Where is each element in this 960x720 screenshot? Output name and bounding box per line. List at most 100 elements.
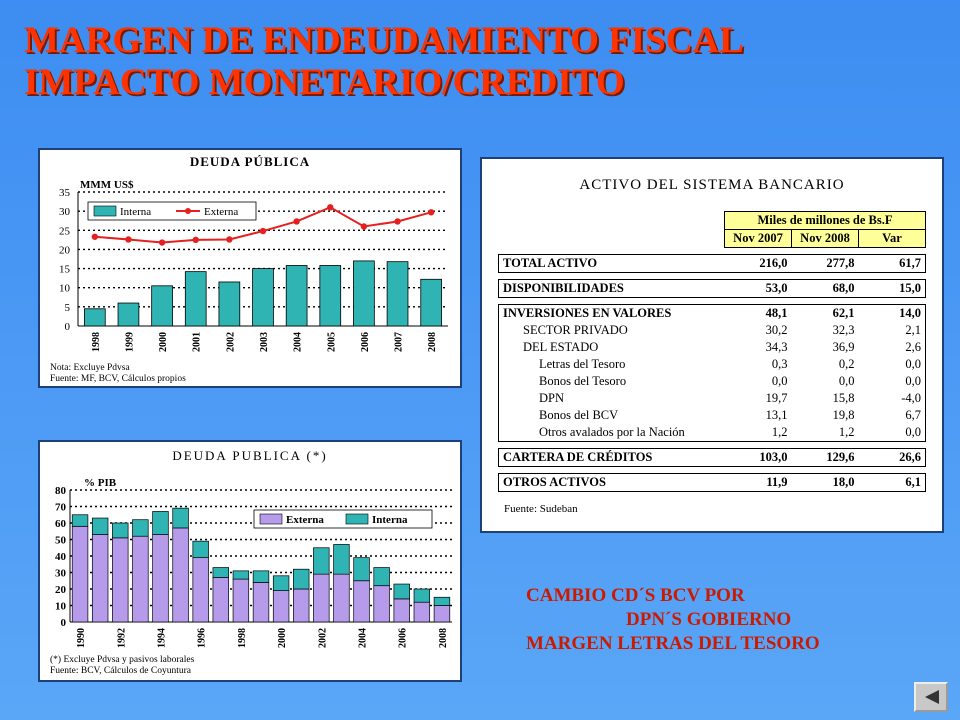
table-row-label: OTROS ACTIVOS: [498, 472, 725, 492]
table-row: DEL ESTADO 34,3 36,9 2,6: [498, 338, 926, 356]
chart2-bar-interna: [212, 567, 229, 578]
table-cell-value: 26,6: [858, 447, 926, 467]
table-column-header: Nov 2007: [724, 229, 792, 248]
table-cell-value: 277,8: [791, 253, 859, 273]
chart1-xtick: 1998: [91, 332, 102, 352]
table-row-label: Otros avalados por la Nación: [498, 423, 725, 442]
chart1-bar: [218, 281, 241, 327]
chart2-xtick: 2006: [398, 628, 409, 648]
activo-bancario-panel: ACTIVO DEL SISTEMA BANCARIO Miles de mil…: [480, 157, 944, 533]
chart1-bar: [319, 265, 342, 327]
note-line1: CAMBIO CD´S BCV POR: [526, 585, 745, 606]
note-line2: DPN´S GOBIERNO: [626, 609, 792, 630]
table-cell-value: 0,0: [838, 373, 855, 388]
chart2-bar-externa: [132, 535, 149, 623]
table-row-label: Bonos del Tesoro: [498, 372, 725, 390]
table-cell-value: 32,3: [832, 322, 855, 337]
table-row: SECTOR PRIVADO 30,2 32,3 2,1: [498, 321, 926, 339]
slide-title: MARGEN DE ENDEUDAMIENTO FISCAL IMPACTO M…: [24, 20, 744, 104]
chart2-bar-interna: [112, 522, 129, 539]
slide-title-line1: MARGEN DE ENDEUDAMIENTO FISCAL: [24, 20, 744, 61]
chart1-point: [259, 227, 267, 235]
chart1-xtick: 2004: [293, 332, 304, 352]
chart1-point: [91, 233, 99, 240]
chart2-legend-box: [253, 509, 433, 529]
chart2-bar-externa: [172, 527, 189, 623]
chart2-legend-swatch-interna: [345, 513, 369, 525]
chart1-ytick: 0: [65, 321, 71, 333]
chart2-bar-externa: [232, 578, 250, 623]
chart1-point: [427, 209, 435, 216]
chart1-bar: [420, 278, 443, 327]
chart2-bar-interna: [393, 583, 410, 600]
bank-table-title: ACTIVO DEL SISTEMA BANCARIO: [579, 177, 845, 193]
chart2-xtick: 2004: [358, 628, 369, 648]
chart1-ytick: 25: [59, 225, 71, 237]
table-row-label: TOTAL ACTIVO: [498, 253, 725, 273]
chart2-bar-externa: [333, 573, 350, 623]
table-gap-row: [499, 441, 926, 448]
table-row-label: DEL ESTADO: [498, 338, 725, 356]
chart2-bar-interna: [71, 514, 89, 527]
chart1-legend-label-externa: Externa: [204, 206, 238, 218]
chart2-xtick: 1994: [156, 628, 167, 648]
table-cell-value: 0,3: [771, 356, 788, 371]
chart2-bar-externa: [71, 525, 89, 623]
chart1-ytick: 15: [59, 264, 71, 276]
table-row-label: Bonos del BCV: [498, 406, 725, 424]
chart2-legend-swatch-externa: [259, 513, 283, 525]
table-header-group-row: Miles de millones de Bs.F: [499, 211, 926, 230]
chart2-bar-externa: [413, 601, 431, 623]
chart1-xtick: 2008: [427, 332, 438, 352]
table-row: Bonos del BCV 13,1 19,8 6,7: [498, 406, 926, 424]
previous-slide-button[interactable]: [914, 682, 948, 712]
chart1-footnote1: Nota: Excluye Pdvsa: [50, 363, 130, 373]
chart2-bar-interna: [232, 570, 250, 580]
table-row: Otros avalados por la Nación 1,2 1,2 0,0: [498, 423, 926, 442]
chart1-footnote2: Fuente: MF, BCV, Cálculos propios: [50, 374, 186, 384]
chart2-ytick: 70: [55, 502, 67, 514]
chart2-bar-interna: [413, 588, 431, 603]
table-cell-value: 0,0: [858, 355, 926, 373]
slide-note: CAMBIO CD´S BCV POR DPN´S GOBIERNO MARGE…: [526, 584, 820, 656]
table-row: DPN 19,7 15,8 -4,0: [498, 389, 926, 407]
table-row: Bonos del Tesoro 0,0 0,0 0,0: [498, 372, 926, 390]
bank-table-source: Fuente: Sudeban: [504, 503, 578, 515]
chart1-xtick: 2000: [158, 332, 169, 352]
chart1-xtick: 2006: [360, 332, 371, 352]
table-cell-value: 129,6: [791, 447, 859, 467]
table-gap-row: [499, 297, 926, 304]
deuda-publica-chart: DEUDA PÚBLICA MMM US$ 0 5 10 15 20 25 30 35 1998 19…: [50, 154, 448, 384]
chart1-xtick: 2003: [259, 332, 270, 352]
table-gap-row: [499, 491, 926, 498]
table-row-label: Letras del Tesoro: [498, 355, 725, 373]
table-header-group: Miles de millones de Bs.F: [724, 211, 926, 230]
chart2-footnote1: (*) Excluye Pdvsa y pasivos laborales: [50, 654, 195, 665]
chart2-bar-interna: [132, 519, 149, 537]
chart2-ytick: 20: [55, 584, 67, 596]
table-column-header: Nov 2008: [791, 229, 859, 248]
chart1-point: [394, 218, 401, 225]
table-cell-value: -4,0: [858, 389, 926, 407]
chart2-ytick: 10: [55, 601, 67, 613]
chart1-xtick: 1999: [124, 332, 135, 352]
table-cell-value: 30,2: [765, 322, 788, 337]
chart2-bar-externa: [433, 605, 451, 623]
chart2-bar-externa: [293, 588, 310, 623]
table-row-label: CARTERA DE CRÉDITOS: [498, 447, 725, 467]
table-cell-value: 216,0: [724, 253, 792, 273]
table-cell-value: 19,7: [765, 390, 788, 405]
chart2-bar-externa: [152, 534, 169, 623]
chart1-bar: [252, 268, 274, 327]
table-cell-value: 48,1: [724, 303, 792, 322]
deuda-publica-pib-chart: DEUDA PUBLICA (*) % PIB 0 10 20 30 40 50 60 70 80 1…: [50, 448, 452, 676]
chart2-bar-interna: [172, 507, 189, 529]
chart1-bar: [151, 285, 173, 327]
table-cell-value: 2,1: [858, 321, 926, 339]
table-cell-value: 1,2: [791, 423, 859, 442]
table-row-label: SECTOR PRIVADO: [498, 321, 725, 339]
table-cell-value: 1,2: [724, 423, 792, 442]
chart1-point: [192, 236, 199, 244]
chart2-ytick: 50: [55, 535, 67, 547]
table-cell-value: 36,9: [832, 339, 855, 354]
